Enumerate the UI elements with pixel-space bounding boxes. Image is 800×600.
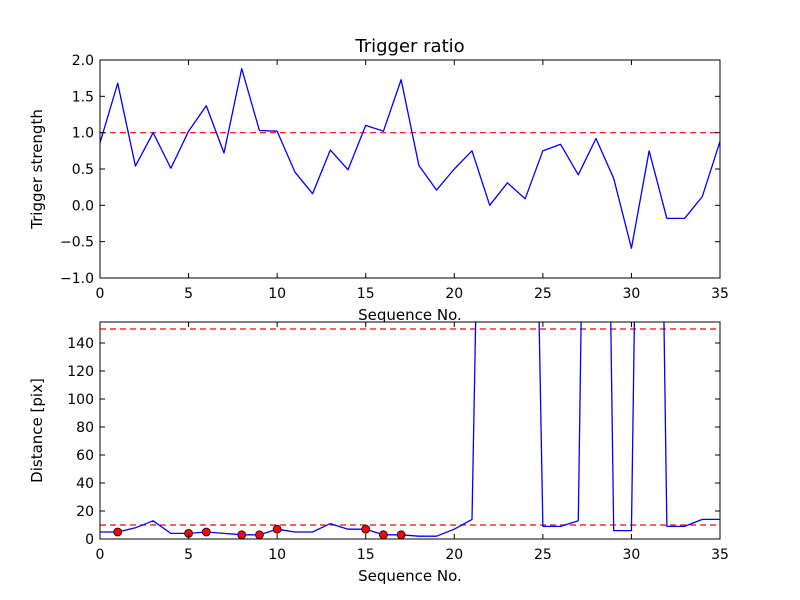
x-tick-label: 25	[534, 547, 552, 563]
y-tick-label: 40	[76, 476, 94, 492]
x-tick-label: 20	[445, 547, 463, 563]
plot-area	[100, 322, 720, 539]
x-tick-label: 0	[96, 547, 105, 563]
series-line-0	[100, 68, 720, 249]
x-tick-label: 10	[268, 547, 286, 563]
x-tick-label: 5	[184, 286, 193, 302]
x-tick-label: 15	[357, 286, 375, 302]
y-tick-label: 140	[67, 336, 94, 352]
x-tick-label: 35	[711, 547, 729, 563]
y-tick-label: 0.5	[72, 162, 94, 178]
marker-point	[255, 530, 264, 539]
y-tick-label: 120	[67, 364, 94, 380]
x-tick-label: 35	[711, 286, 729, 302]
y-tick-label: 1.0	[72, 126, 94, 142]
y-tick-label: 60	[76, 448, 94, 464]
chart-distance: 0 5 10 15 20 25 30 35 0 20 40 60 80 100 120 140 Sequence…	[28, 321, 729, 585]
marker-point	[201, 527, 211, 537]
marker-point	[237, 530, 247, 539]
x-tick-label: 20	[445, 286, 463, 302]
y-axis-label: Distance [pix]	[28, 378, 46, 483]
y-tick-label: −0.5	[60, 235, 94, 251]
x-tick-label: 30	[623, 547, 641, 563]
x-tick-label: 5	[184, 547, 193, 563]
x-tick-label: 25	[534, 286, 552, 302]
x-tick-label: 10	[268, 286, 286, 302]
marker-point	[361, 524, 371, 534]
marker-point	[272, 524, 282, 534]
plot-content	[100, 322, 720, 539]
x-tick-label: 30	[623, 286, 641, 302]
chart-trigger-ratio: 0 5 10 15 20 25 30 35 −1.0 −0.5 0.0 0.5 1.0 1.5 2.0 Seq…	[28, 36, 729, 324]
marker-point	[396, 530, 406, 539]
y-tick-label: 2.0	[72, 53, 94, 69]
y-tick-label: 1.5	[72, 89, 94, 105]
x-tick-label: 15	[357, 547, 375, 563]
y-axis-label: Trigger strength	[28, 109, 46, 230]
marker-point	[113, 527, 123, 537]
x-axis-label: Sequence No.	[358, 306, 462, 324]
y-tick-label: 80	[76, 420, 94, 436]
x-tick-label: 0	[96, 286, 105, 302]
marker-point	[379, 530, 388, 539]
y-tick-label: 0.0	[72, 198, 94, 214]
chart-title: Trigger ratio	[354, 36, 464, 57]
y-tick-label: −1.0	[60, 271, 94, 287]
axes-frame	[99, 321, 721, 540]
x-axis-label: Sequence No.	[358, 567, 462, 585]
plot-area	[100, 60, 720, 278]
y-tick-label: 0	[85, 532, 94, 548]
y-tick-label: 100	[67, 392, 94, 408]
y-tick-label: 20	[76, 504, 94, 520]
plot-content	[100, 68, 720, 249]
